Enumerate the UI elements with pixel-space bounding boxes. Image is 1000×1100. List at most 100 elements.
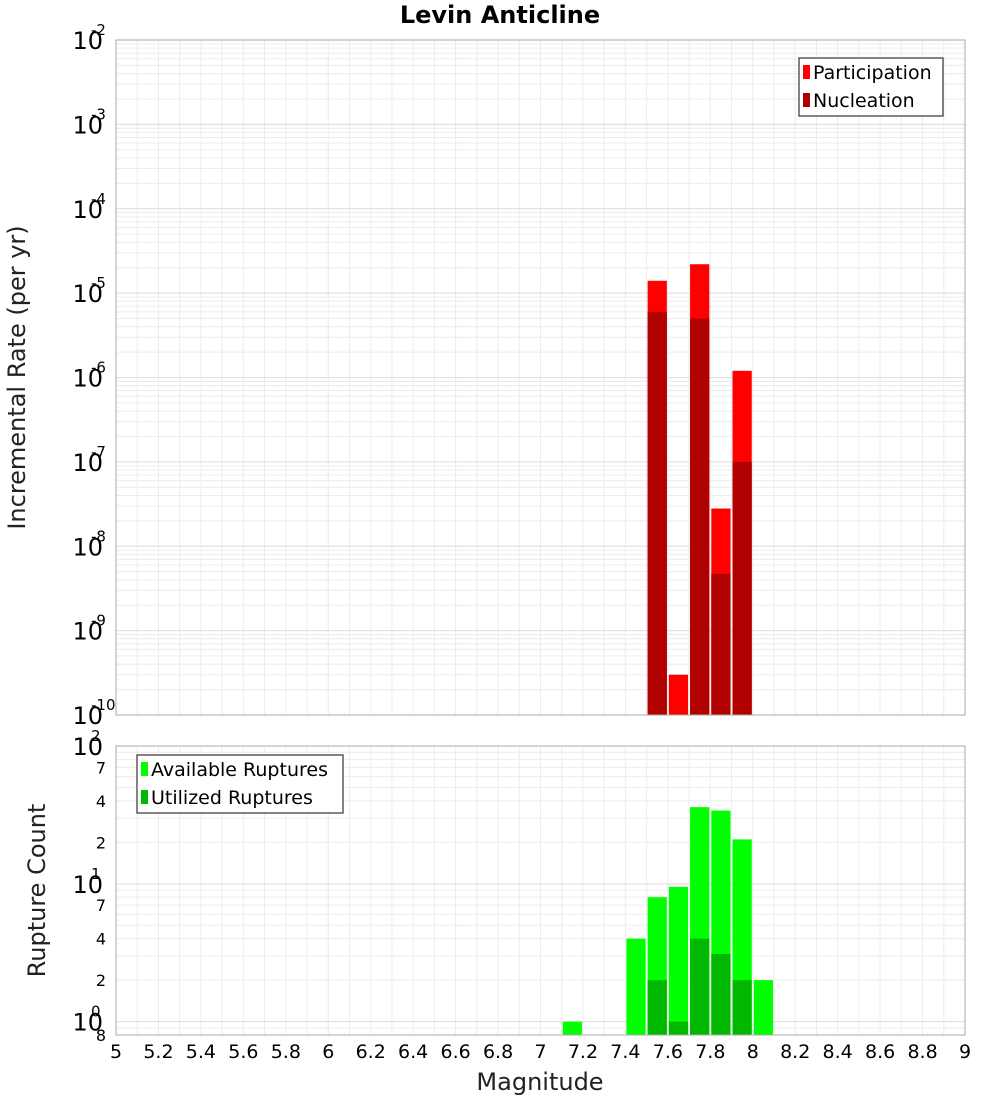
x-axis: 5 5.2 5.4 5.6 5.8 6 6.2 6.4 6.6 6.8 7 7.2 7.4 7.6 7.8 8… bbox=[110, 1041, 971, 1063]
y-tick-base: 10 bbox=[72, 1009, 103, 1037]
series-1-1 bbox=[647, 938, 752, 1035]
legend-label: Available Ruptures bbox=[151, 759, 328, 781]
y-tick-label: 10-6 bbox=[72, 359, 106, 393]
x-tick-label: 8.8 bbox=[907, 1041, 937, 1063]
y-tick-label: 10-8 bbox=[72, 527, 106, 561]
x-tick-label: 6 bbox=[322, 1041, 334, 1063]
bar-available-ruptures bbox=[562, 1021, 582, 1035]
y-tick-exponent: -10 bbox=[91, 696, 116, 714]
legend-label: Nucleation bbox=[813, 90, 915, 112]
y-minor-tick-label: 7 bbox=[96, 896, 106, 915]
y-tick-base: 10 bbox=[72, 702, 103, 730]
y-tick-label: 10-2 bbox=[72, 21, 106, 55]
y-minor-tick-label: 2 bbox=[96, 971, 106, 990]
y-tick-base: 10 bbox=[72, 111, 103, 139]
bar-nucleation bbox=[711, 573, 731, 715]
y-axis-label: Rupture Count bbox=[23, 804, 51, 978]
x-tick-label: 6.4 bbox=[398, 1041, 428, 1063]
bar-available-ruptures bbox=[668, 886, 689, 1035]
y-tick-base: 10 bbox=[72, 449, 103, 477]
x-tick-label: 7.6 bbox=[653, 1041, 683, 1063]
y-tick-exponent: -4 bbox=[91, 190, 106, 208]
x-tick-label: 8.4 bbox=[823, 1041, 853, 1063]
legend-box bbox=[136, 754, 344, 814]
bar-nucleation bbox=[732, 461, 752, 715]
bar-utilized-ruptures bbox=[732, 980, 752, 1035]
bar-participation bbox=[668, 674, 689, 715]
bar-available-ruptures bbox=[753, 980, 773, 1035]
y-tick-exponent: 0 bbox=[91, 1003, 101, 1021]
legend-1: Available Ruptures Utilized Ruptures bbox=[136, 754, 344, 814]
y-tick-exponent: 2 bbox=[91, 727, 101, 745]
bar-utilized-ruptures bbox=[647, 980, 667, 1035]
legend-0: Participation Nucleation bbox=[798, 57, 944, 117]
x-tick-label: 6.2 bbox=[356, 1041, 386, 1063]
legend-swatch bbox=[141, 762, 148, 776]
x-tick-label: 6.6 bbox=[440, 1041, 470, 1063]
x-tick-label: 7 bbox=[534, 1041, 546, 1063]
x-tick-label: 5 bbox=[110, 1041, 122, 1063]
x-tick-label: 9 bbox=[959, 1041, 971, 1063]
plot-border-1 bbox=[115, 745, 966, 1036]
x-tick-label: 5.8 bbox=[271, 1041, 301, 1063]
bar-nucleation bbox=[647, 311, 667, 715]
y-tick-base: 10 bbox=[72, 280, 103, 308]
y-tick-label: 10-9 bbox=[72, 612, 106, 646]
y-tick-label: 10-10 bbox=[72, 696, 115, 730]
x-tick-label: 5.4 bbox=[186, 1041, 216, 1063]
y-tick-label: 101 bbox=[72, 865, 103, 899]
legend-swatch bbox=[141, 790, 148, 804]
y-tick-base: 10 bbox=[72, 533, 103, 561]
y-tick-exponent: 1 bbox=[91, 865, 101, 883]
x-tick-label: 8 bbox=[747, 1041, 759, 1063]
x-tick-label: 8.6 bbox=[865, 1041, 895, 1063]
x-tick-label: 5.6 bbox=[228, 1041, 258, 1063]
y-tick-label: 10-7 bbox=[72, 443, 106, 477]
y-tick-exponent: -9 bbox=[91, 612, 106, 630]
y-tick-exponent: -3 bbox=[91, 105, 106, 123]
y-tick-exponent: -8 bbox=[91, 527, 106, 545]
x-tick-label: 8.2 bbox=[780, 1041, 810, 1063]
bar-available-ruptures bbox=[626, 938, 646, 1035]
y-tick-exponent: -2 bbox=[91, 21, 106, 39]
bar-utilized-ruptures bbox=[711, 953, 731, 1035]
y-minor-tick-label: 8 bbox=[96, 1026, 106, 1045]
x-tick-label: 7.8 bbox=[695, 1041, 725, 1063]
legend-box bbox=[798, 57, 944, 117]
y-tick-base: 10 bbox=[72, 618, 103, 646]
plot-border-0 bbox=[115, 39, 966, 716]
y-tick-exponent: -5 bbox=[91, 274, 106, 292]
y-tick-exponent: -6 bbox=[91, 359, 106, 377]
x-tick-label: 7.4 bbox=[610, 1041, 640, 1063]
y-tick-base: 10 bbox=[72, 196, 103, 224]
y-minor-tick-label: 4 bbox=[96, 930, 106, 949]
legend-label: Participation bbox=[813, 62, 932, 84]
grid-0 bbox=[115, 40, 966, 716]
bar-utilized-ruptures bbox=[690, 938, 710, 1035]
y-tick-base: 10 bbox=[72, 365, 103, 393]
y-tick-exponent: -7 bbox=[91, 443, 106, 461]
bar-nucleation bbox=[690, 318, 710, 715]
plot-panel-0: 10-1010-910-810-710-610-510-410-310-2Inc… bbox=[3, 21, 966, 730]
bar-utilized-ruptures bbox=[668, 1021, 689, 1035]
legend-label: Utilized Ruptures bbox=[151, 787, 313, 809]
y-minor-tick-label: 4 bbox=[96, 792, 106, 811]
x-axis-label: Magnitude bbox=[476, 1068, 603, 1096]
chart-title: Levin Anticline bbox=[400, 1, 600, 29]
x-tick-label: 6.8 bbox=[483, 1041, 513, 1063]
x-tick-label: 7.2 bbox=[568, 1041, 598, 1063]
y-tick-label: 10-5 bbox=[72, 274, 106, 308]
y-tick-base: 10 bbox=[72, 27, 103, 55]
y-tick-label: 100 bbox=[72, 1003, 103, 1037]
y-minor-tick-label: 7 bbox=[96, 758, 106, 777]
y-tick-label: 10-4 bbox=[72, 190, 106, 224]
legend-swatch bbox=[803, 65, 810, 79]
y-tick-base: 10 bbox=[72, 733, 103, 761]
y-tick-label: 102 bbox=[72, 727, 103, 761]
y-minor-tick-label: 2 bbox=[96, 833, 106, 852]
y-axis-label: Incremental Rate (per yr) bbox=[3, 225, 31, 529]
legend-swatch bbox=[803, 93, 810, 107]
series-0-1 bbox=[647, 311, 752, 715]
y-tick-base: 10 bbox=[72, 871, 103, 899]
